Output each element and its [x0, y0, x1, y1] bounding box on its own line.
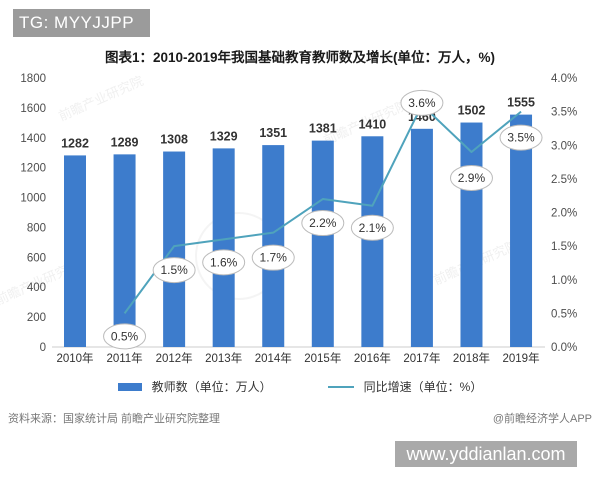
x-axis-label: 2014年: [255, 351, 292, 365]
bar: [361, 136, 384, 347]
right-axis-tick: 2.0%: [551, 208, 577, 220]
point-label: 1.5%: [160, 263, 188, 277]
left-axis-tick: 1600: [20, 103, 46, 115]
right-axis-tick: 0.0%: [551, 342, 577, 354]
left-axis-tick: 1400: [20, 133, 46, 145]
point-label: 2.9%: [458, 171, 486, 185]
x-axis-label: 2011年: [106, 351, 142, 365]
bar: [410, 128, 433, 347]
bar-value-label: 1555: [507, 96, 535, 110]
x-axis-label: 2019年: [502, 351, 539, 365]
left-axis-tick: 400: [27, 282, 46, 294]
bar: [212, 148, 235, 347]
chart-title: 图表1：2010-2019年我国基础教育教师数及增长(单位：万人，%): [104, 50, 496, 65]
point-label-ellipse: [449, 164, 493, 191]
site-badge: www.yddianlan.com: [395, 441, 577, 467]
right-axis-tick: 1.5%: [551, 241, 577, 253]
left-axis-tick: 800: [27, 222, 46, 234]
point-label-ellipse: [103, 323, 147, 350]
right-axis-tick: 1.0%: [551, 275, 577, 287]
point-label: 3.5%: [507, 131, 535, 145]
x-axis-label: 2012年: [156, 351, 193, 365]
tg-badge: TG: MYYJJPP: [13, 9, 150, 37]
point-label-ellipse: [400, 89, 444, 116]
legend-bar-swatch: [117, 382, 142, 391]
x-axis-label: 2013年: [205, 351, 242, 365]
point-label: 2.1%: [359, 221, 387, 235]
bar: [510, 114, 533, 347]
legend-line-label: 同比增速（单位：%）: [363, 380, 483, 394]
left-axis-tick: 600: [27, 252, 46, 264]
bar-value-label: 1410: [358, 117, 386, 131]
bar: [113, 154, 136, 347]
source-row: 资料来源：国家统计局 前瞻产业研究院整理 @前瞻经济学人APP: [8, 410, 592, 426]
right-axis-tick: 0.5%: [551, 308, 577, 320]
legend-line-swatch: [327, 385, 354, 388]
point-label-ellipse: [152, 257, 196, 284]
point-label-ellipse: [202, 249, 246, 276]
x-axis-label: 2010年: [56, 351, 93, 365]
point-label-ellipse: [301, 210, 345, 237]
legend: 教师数（单位：万人） 同比增速（单位：%）: [0, 378, 600, 395]
bar: [460, 122, 483, 347]
left-axis-tick: 1200: [20, 163, 46, 175]
left-axis-tick: 1800: [20, 73, 46, 85]
x-axis-label: 2018年: [453, 351, 490, 365]
point-label-ellipse: [499, 124, 543, 151]
legend-bar-label: 教师数（单位：万人）: [151, 380, 272, 394]
right-axis-tick: 3.0%: [551, 140, 577, 152]
right-axis-tick: 3.5%: [551, 107, 577, 119]
bar-value-label: 1351: [259, 126, 287, 140]
bar-value-label: 1289: [111, 135, 139, 149]
growth-line: [123, 103, 522, 314]
bar: [64, 155, 86, 347]
right-axis-tick: 2.5%: [551, 174, 577, 186]
point-label-ellipse: [350, 214, 394, 241]
point-label: 0.5%: [111, 329, 139, 343]
right-axis-tick: 4.0%: [551, 73, 577, 85]
credit-text: @前瞻经济学人APP: [492, 413, 592, 425]
x-axis-label: 2017年: [403, 351, 440, 365]
point-label-ellipse: [251, 244, 295, 271]
point-label: 1.7%: [260, 251, 288, 265]
left-axis-tick: 0: [40, 342, 46, 354]
bar-value-label: 1502: [458, 104, 486, 118]
point-label: 1.6%: [210, 255, 238, 269]
bar-value-label: 1329: [210, 129, 238, 143]
left-axis-tick: 1000: [20, 193, 46, 205]
bar: [163, 151, 186, 347]
left-axis-tick: 200: [27, 312, 46, 324]
x-axis-label: 2016年: [354, 351, 391, 365]
bar-value-label: 1308: [160, 133, 188, 147]
bar-value-label: 1282: [61, 136, 89, 150]
bar: [311, 140, 334, 347]
combo-chart: 0 200 400 600 800 1000 1200 1400 1600 1800 0.0% 0.5…: [20, 73, 577, 365]
point-label: 3.6%: [408, 96, 436, 110]
bar-value-label: 1381: [309, 122, 337, 136]
point-label: 2.2%: [309, 216, 337, 230]
x-axis-label: 2015年: [304, 351, 341, 365]
source-text: 资料来源：国家统计局 前瞻产业研究院整理: [8, 413, 221, 425]
